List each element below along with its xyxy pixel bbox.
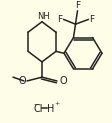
Text: NH: NH (37, 12, 49, 21)
Text: F: F (89, 15, 95, 24)
Text: F: F (75, 1, 80, 10)
Text: H: H (47, 104, 54, 114)
Text: Cl: Cl (33, 104, 42, 114)
Text: +: + (54, 101, 59, 106)
Text: −: − (33, 101, 38, 106)
Text: F: F (57, 15, 62, 24)
Text: O: O (59, 76, 67, 86)
Text: O: O (18, 76, 26, 86)
